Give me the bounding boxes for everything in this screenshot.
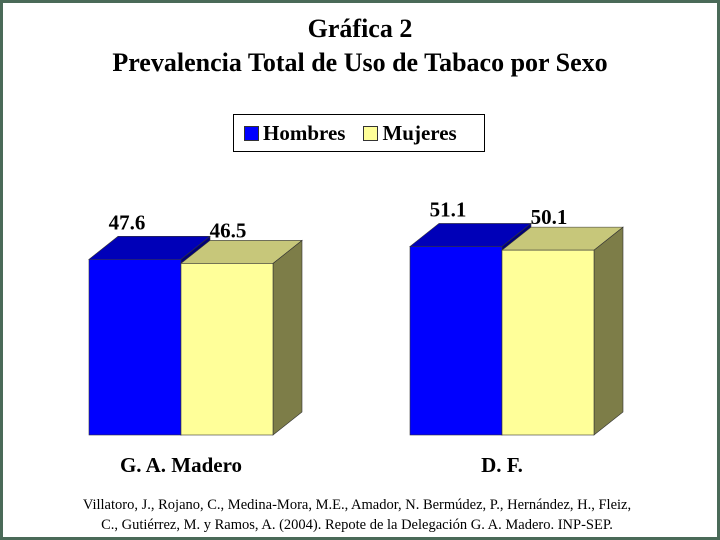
data-label-1-0: 46.5 [210, 218, 247, 242]
bar-0-1 [409, 246, 503, 436]
source-line-2: C., Gutiérrez, M. y Ramos, A. (2004). Re… [101, 517, 613, 533]
legend-swatch-hombres [244, 125, 259, 141]
legend-swatch-mujeres [363, 125, 379, 141]
data-label-0-0: 47.6 [109, 210, 146, 234]
legend-item-mujeres: Mujeres [363, 120, 457, 146]
chart-title: Gráfica 2 [307, 14, 413, 43]
data-label-0-1: 51.1 [430, 197, 467, 221]
bar-1-0 [180, 263, 274, 436]
source-citation: Villatoro, J., Rojano, C., Medina-Mora, … [0, 495, 714, 535]
category-label-0: G. A. Madero [120, 453, 242, 477]
bar-0-0 [88, 259, 182, 436]
bar-side-1-0 [272, 239, 303, 436]
chart-subtitle: Prevalencia Total de Uso de Tabaco por S… [112, 48, 608, 77]
bar-side-1-1 [593, 226, 624, 436]
data-label-1-1: 50.1 [531, 205, 568, 229]
legend-label-hombres: Hombres [263, 120, 346, 145]
source-line-1: Villatoro, J., Rojano, C., Medina-Mora, … [82, 497, 632, 513]
legend-label-mujeres: Mujeres [382, 120, 457, 145]
legend-item-hombres: Hombres [244, 121, 345, 146]
bar-1-1 [501, 249, 595, 436]
legend: Hombres Mujeres [233, 114, 485, 152]
category-label-1: D. F. [481, 453, 523, 477]
